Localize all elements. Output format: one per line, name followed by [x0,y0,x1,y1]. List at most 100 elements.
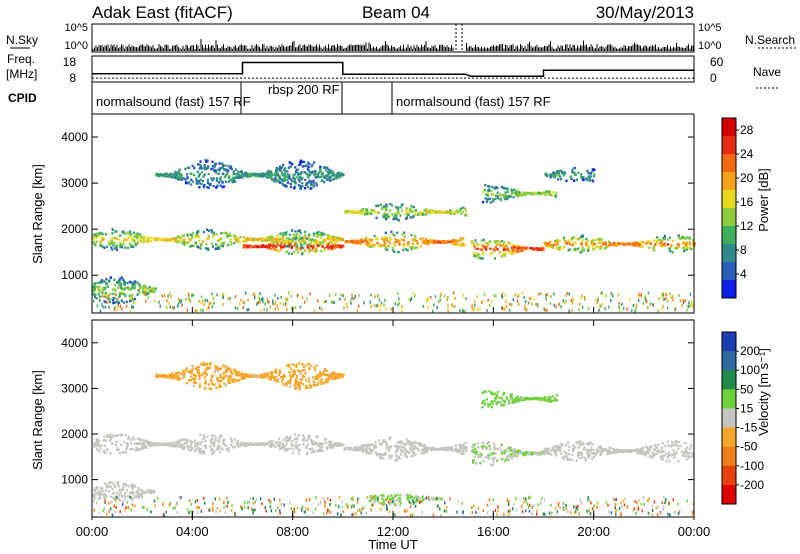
clutter-cell [286,298,289,301]
colorbar-tick-label: 16 [740,195,754,209]
data-cell [291,375,294,378]
data-cell [298,443,301,447]
data-cell [464,207,467,211]
clutter-cell [665,293,667,296]
data-cell [141,490,144,493]
data-cell [189,238,192,241]
clutter-cell [203,302,205,306]
data-cell [285,231,288,234]
data-cell [384,236,387,240]
data-cell [245,239,249,242]
data-cell [273,179,276,182]
data-cell [203,166,206,170]
data-cell [170,172,173,176]
data-cell [204,247,207,250]
data-cell [411,446,414,449]
clutter-cell [637,298,640,302]
data-cell [234,235,237,238]
data-cell [493,257,497,260]
data-cell [309,182,312,185]
clutter-cell [246,308,248,312]
data-cell [130,233,133,236]
data-cell [194,241,197,244]
data-cell [464,441,467,444]
data-cell [251,443,254,447]
data-cell [278,447,282,450]
clutter-cell [384,298,386,302]
data-cell [333,174,336,178]
data-cell [462,242,465,245]
data-cell [395,212,398,215]
data-cell [255,443,258,446]
data-cell [422,240,425,243]
data-cell [210,387,213,391]
data-cell [121,292,125,296]
data-cell [338,245,341,249]
clutter-cell [377,293,379,297]
data-cell [279,441,282,444]
data-cell [270,375,273,378]
data-cell [668,247,671,250]
data-cell [142,447,145,450]
data-cell [319,170,322,173]
data-cell [324,242,327,245]
data-cell [117,286,120,289]
data-cell [585,237,588,241]
data-cell [312,232,315,236]
data-cell [264,244,268,248]
data-cell [133,442,137,445]
data-cell [420,452,423,455]
data-cell [112,496,115,499]
data-cell [474,247,477,250]
data-cell [313,172,316,175]
clutter-cell [277,296,279,300]
data-cell [309,181,312,184]
data-cell [222,442,225,446]
colorbar-tick-label: 8 [740,243,747,257]
data-cell [304,230,307,234]
data-cell [384,214,387,217]
data-cell [294,170,298,173]
data-cell [683,242,686,245]
data-cell [656,241,659,245]
data-cell [274,376,277,379]
data-cell [394,244,397,248]
data-cell [328,235,331,238]
data-cell [303,242,306,245]
freq-frame [91,55,695,83]
data-cell [189,439,192,443]
data-cell [219,373,222,376]
data-cell [148,491,151,494]
data-cell [191,369,194,372]
data-cell [332,443,335,447]
data-cell [202,372,205,375]
clutter-cell [200,295,203,299]
data-cell [223,438,226,441]
data-cell [512,252,515,255]
data-cell [405,455,408,459]
data-cell [109,485,112,488]
data-cell [544,173,547,177]
data-cell [95,297,98,300]
clutter-cell [476,295,478,298]
data-cell [231,177,234,180]
data-cell [190,445,193,448]
data-cell [99,447,102,450]
data-cell [225,444,228,447]
data-cell [246,245,249,249]
data-cell [304,187,307,190]
data-cell [555,243,558,246]
clutter-cell [173,306,175,310]
data-cell [305,172,308,175]
data-cell [311,441,314,445]
data-cell [330,244,333,247]
data-cell [563,238,566,241]
data-cell [97,444,100,448]
data-cell [323,246,326,250]
data-cell [138,233,141,236]
data-cell [108,242,111,246]
data-cell [379,203,382,206]
data-cell [217,168,220,171]
data-cell [360,212,363,215]
data-cell [294,378,297,381]
